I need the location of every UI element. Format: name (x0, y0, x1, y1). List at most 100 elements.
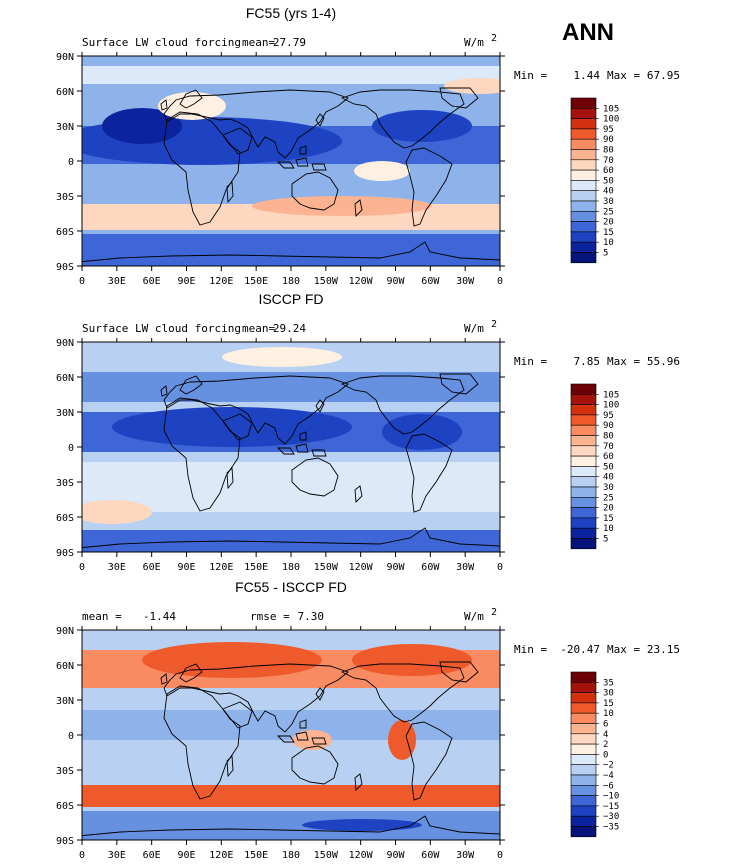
field-patch-peru (388, 720, 416, 760)
colorbar-swatch (570, 241, 597, 253)
colorbar-label: −2 (603, 761, 614, 771)
lat-label: 90N (56, 626, 74, 637)
colorbar-label: 25 (603, 493, 614, 503)
colorbar-swatch (570, 733, 597, 745)
lat-label: 30N (56, 696, 74, 707)
colorbar-label: 15 (603, 228, 614, 238)
max-label: Max = (607, 69, 640, 82)
colorbar-swatch (570, 149, 597, 161)
colorbar-swatch (570, 476, 597, 488)
lat-label: 90N (56, 52, 74, 63)
lon-label: 90W (386, 276, 405, 287)
lon-label: 0 (79, 276, 85, 287)
lon-label: 30E (108, 562, 126, 573)
lat-label: 30S (56, 766, 74, 777)
map-panel-model: FC55 (yrs 1-4) Surface LW cloud forcing me… (56, 5, 680, 287)
colorbar-label: −4 (603, 771, 614, 781)
colorbar-swatch (570, 200, 597, 212)
colorbar-swatch (570, 393, 597, 405)
min-label: Min = (514, 643, 547, 656)
colorbar-label: 2 (603, 740, 608, 750)
lon-label: 150E (244, 850, 268, 861)
lon-label: 120E (209, 562, 233, 573)
colorbar-swatch (570, 507, 597, 519)
panel-title: FC55 (yrs 1-4) (246, 5, 336, 21)
colorbar-label: 95 (603, 411, 614, 421)
lon-label: 150E (244, 276, 268, 287)
colorbar-swatch (570, 527, 597, 539)
field-patch-south-pacific (252, 196, 432, 216)
units-exponent: 2 (491, 319, 497, 330)
colorbar-swatch (570, 538, 597, 550)
max-value: 67.95 (647, 69, 680, 82)
lon-label: 90E (177, 276, 195, 287)
colorbar-swatch (570, 231, 597, 243)
colorbar-label: 50 (603, 462, 614, 472)
colorbar-label: −15 (603, 802, 619, 812)
min-value: 7.85 (574, 355, 601, 368)
min-value: -20.47 (560, 643, 600, 656)
colorbar-label: 50 (603, 176, 614, 186)
colorbar-label: −30 (603, 812, 619, 822)
lat-label: 90N (56, 338, 74, 349)
colorbar-label: 70 (603, 156, 614, 166)
colorbar-swatch (570, 805, 597, 817)
mean-label: mean= (242, 36, 275, 49)
lon-label: 180 (282, 562, 300, 573)
colorbar-label: 100 (603, 401, 619, 411)
colorbar-swatch (570, 815, 597, 827)
field-patch-eurasia (142, 642, 322, 678)
colorbar-swatch (570, 784, 597, 796)
colorbar-swatch (570, 486, 597, 498)
colorbar-label: 30 (603, 483, 614, 493)
colorbar-swatch (570, 118, 597, 130)
colorbar-label: 10 (603, 709, 614, 719)
colorbar-label: 0 (603, 750, 608, 760)
mean-value: 27.79 (273, 36, 306, 49)
field-patch-stratocumulus (354, 161, 410, 181)
colorbar-label: −6 (603, 781, 614, 791)
units-exponent: 2 (491, 33, 497, 44)
mean-label: mean = (82, 610, 122, 623)
colorbar-swatch (570, 455, 597, 467)
colorbar-label: 6 (603, 720, 608, 730)
colorbar-label: 5 (603, 535, 608, 545)
lon-label: 30E (108, 850, 126, 861)
colorbar-swatch (570, 764, 597, 776)
lon-label: 60W (421, 562, 440, 573)
colorbar-swatch (570, 712, 597, 724)
field-band-antarctic (82, 530, 500, 552)
rmse-value: 7.30 (298, 610, 325, 623)
max-label: Max = (607, 643, 640, 656)
field-patch-south-america (372, 110, 472, 142)
colorbar-swatch (570, 435, 597, 447)
lon-label: 180 (282, 850, 300, 861)
colorbar-swatch (570, 252, 597, 264)
colorbar-swatch (570, 97, 597, 109)
field-band-subtropics (82, 462, 500, 512)
lon-label: 30W (456, 562, 475, 573)
mean-value: 29.24 (273, 322, 306, 335)
lat-label: 30S (56, 192, 74, 203)
colorbar-label: −35 (603, 823, 619, 833)
lon-label: 120W (349, 562, 374, 573)
colorbar-label: 30 (603, 689, 614, 699)
lon-label: 60E (143, 562, 161, 573)
colorbar-swatch (570, 702, 597, 714)
colorbar-swatch (570, 774, 597, 786)
min-label: Min = (514, 355, 547, 368)
max-value: 55.96 (647, 355, 680, 368)
colorbar-label: 105 (603, 104, 619, 114)
contour-field (82, 56, 500, 266)
colorbar-label: 60 (603, 166, 614, 176)
lat-label: 30S (56, 478, 74, 489)
units-label: W/m (464, 322, 484, 335)
units-label: W/m (464, 36, 484, 49)
lon-label: 0 (497, 562, 503, 573)
lon-label: 150W (314, 850, 339, 861)
lon-label: 60W (421, 850, 440, 861)
lat-label: 60S (56, 513, 74, 524)
variable-label: Surface LW cloud forcing (82, 36, 241, 49)
lat-label: 30N (56, 122, 74, 133)
